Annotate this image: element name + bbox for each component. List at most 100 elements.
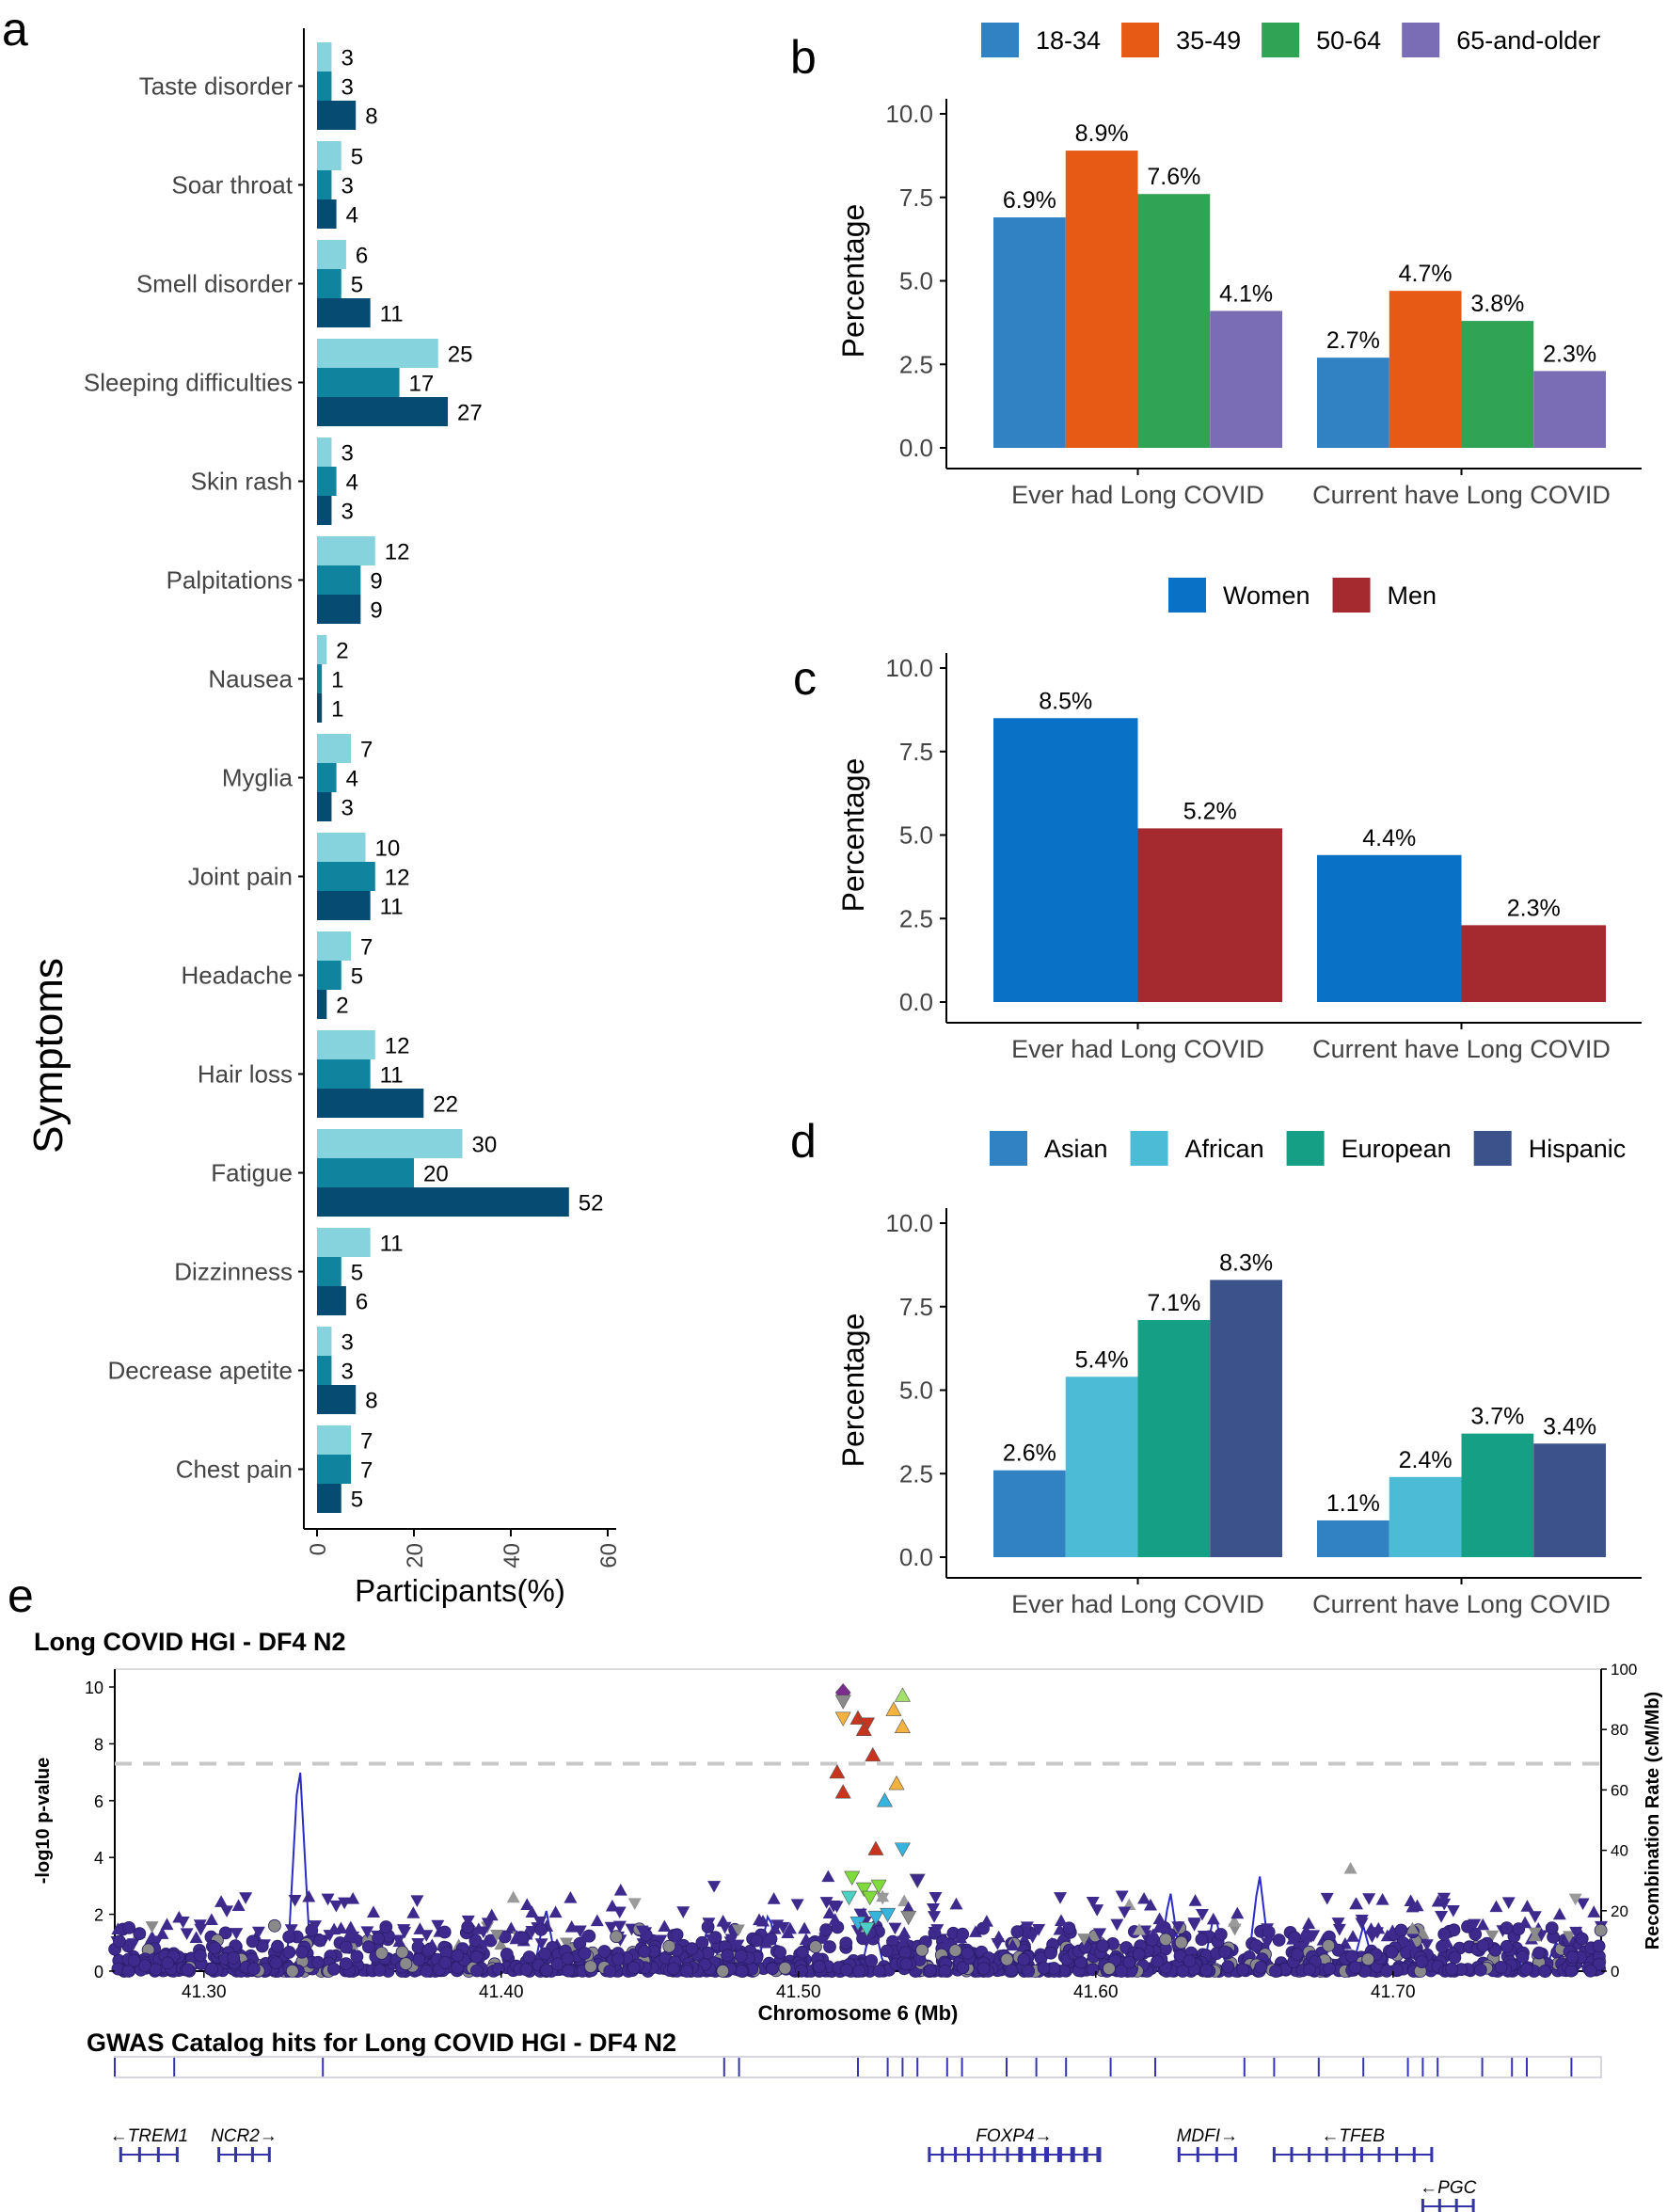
variant-marker [637,1945,651,1958]
variant-marker [1552,1907,1566,1920]
bar-15-series-3 [317,1484,341,1513]
variant-marker [1078,1940,1092,1954]
bar-value-label: 3 [341,46,353,72]
x-tick-label: 0 [306,1543,331,1555]
top-hit-marker-7 [894,1687,911,1702]
variant-marker [872,1964,886,1978]
variant-marker [230,1928,244,1940]
variant-marker [1323,1962,1337,1976]
variant-marker [484,1908,499,1921]
gene-exon [1342,2147,1346,2162]
variant-marker [339,1940,353,1954]
variant-marker [189,1931,203,1944]
bar-value-label: 30 [472,1133,498,1158]
panel-a-y-axis-title: Symptoms [25,958,71,1154]
gene-label-MDFI: MDFI→ [1177,2126,1238,2146]
bar-5-series-1 [317,438,332,467]
bar-value-label: 9 [370,569,382,595]
x-tick-label: 40 [500,1543,525,1568]
variant-marker [1440,1935,1454,1949]
bar-value-label: 11 [380,302,404,327]
gene-exon [217,2147,221,2162]
variant-marker [773,1946,786,1959]
top-hit-marker-24 [880,1907,897,1923]
variant-marker [670,1934,684,1947]
variant-marker [1093,1928,1107,1940]
bar-Asian-1 [993,1470,1066,1557]
variant-marker [425,1938,439,1950]
legend-swatch-65-and-older [1402,23,1440,57]
variant-marker [1568,1893,1582,1906]
variant-marker [308,1920,322,1933]
variant-marker [930,1924,945,1936]
variant-marker [1394,1923,1408,1937]
variant-marker [1054,1914,1068,1926]
variant-marker [413,1922,427,1934]
panel-e-x-axis-title: Chromosome 6 (Mb) [758,2001,959,2025]
variant-marker [1448,1950,1462,1965]
variant-marker [897,1935,911,1949]
bar-value-label: 4.7% [1399,261,1453,287]
y-tick-label: 5.0 [899,1377,933,1405]
bar-14-series-1 [317,1327,332,1356]
variant-marker [461,1915,475,1928]
bar-Hispanic-2 [1533,1443,1606,1557]
variant-marker [1037,1961,1051,1975]
y-tick-label: 7.5 [899,738,933,766]
variant-marker [1372,1921,1386,1934]
bar-Women-2 [1317,854,1462,1002]
variant-marker [956,1961,970,1975]
bar-3-series-2 [317,269,341,298]
variant-marker [888,1922,902,1935]
bar-value-label: 3 [341,796,353,821]
category-label: Palpitations [167,566,293,595]
bar-7-series-1 [317,635,327,664]
variant-marker [246,1962,261,1976]
bar-10-series-3 [317,990,327,1019]
variant-marker [610,1930,623,1944]
variant-marker [500,1948,514,1961]
bar-value-label: 2 [336,994,348,1019]
variant-marker [1362,1893,1376,1905]
bar-10-series-1 [317,931,352,961]
variant-marker [813,1960,826,1974]
variant-marker [798,1921,812,1934]
variant-marker [284,1924,298,1936]
gene-exon [1308,2147,1311,2162]
variant-marker [176,1916,190,1929]
bar-Women-1 [993,718,1138,1002]
gene-exon [1471,2199,1475,2212]
variant-marker [1115,1965,1128,1978]
variant-marker [504,1921,518,1934]
bar-Men-2 [1461,925,1606,1002]
y-tick-label: 7.5 [899,183,933,212]
variant-marker [161,1956,175,1970]
gene-exon [1031,2147,1037,2162]
variant-marker [1214,1928,1228,1941]
panel-letter-d: d [790,1115,817,1168]
variant-marker [1320,1892,1334,1905]
category-label: Headache [181,962,293,990]
gene-exon [1290,2147,1294,2162]
variant-marker [1563,1931,1577,1944]
gene-exon [941,2147,945,2162]
legend-label-35-49: 35-49 [1176,26,1241,55]
bar-value-label: 2.6% [1003,1440,1056,1467]
variant-marker [1346,1930,1360,1942]
top-hit-marker-26 [900,1910,917,1926]
variant-marker [548,1905,563,1918]
top-hit-marker-18 [855,1882,872,1898]
bar-11-series-3 [317,1089,424,1118]
panel-e-y-axis-title: -log10 p-value [33,1758,54,1884]
bar-value-label: 5.2% [1183,798,1237,824]
x-tick-label: 41.50 [776,1982,821,2002]
variant-marker [1545,1921,1559,1935]
legend-swatch-European [1286,1131,1325,1166]
variant-marker [768,1921,782,1934]
variant-marker [346,1892,360,1904]
variant-marker [1183,1954,1197,1968]
bar-50-64-2 [1461,321,1534,448]
gene-exon [1083,2147,1088,2162]
top-hit-marker-20 [862,1890,879,1906]
gene-exon [1454,2199,1458,2212]
